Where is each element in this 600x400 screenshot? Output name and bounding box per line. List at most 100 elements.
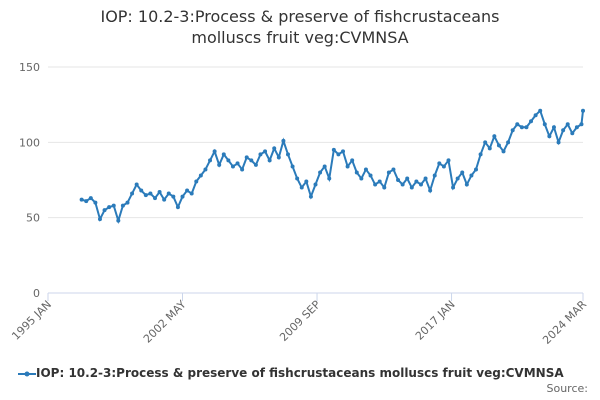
data-point [437, 161, 442, 166]
data-point [423, 176, 428, 181]
data-point [258, 152, 263, 157]
data-point [451, 185, 456, 190]
data-point [487, 146, 492, 151]
data-point [382, 185, 387, 190]
data-point [478, 152, 483, 157]
data-point [547, 134, 552, 139]
data-point [496, 143, 501, 148]
data-point [281, 138, 286, 143]
data-point [432, 173, 437, 178]
data-point [391, 167, 396, 172]
data-point [244, 155, 249, 160]
data-point [418, 182, 423, 187]
data-point [400, 182, 405, 187]
data-point [175, 205, 180, 210]
y-tick-label: 0 [33, 287, 40, 300]
data-point [185, 188, 190, 193]
data-point [341, 149, 346, 154]
data-point [285, 152, 290, 157]
data-point [331, 147, 336, 152]
data-point [414, 179, 419, 184]
data-point [153, 196, 157, 201]
data-point [524, 125, 529, 130]
data-point [474, 167, 478, 172]
data-point [290, 164, 295, 169]
data-point [88, 196, 93, 201]
data-point [97, 217, 102, 222]
data-point [79, 197, 84, 202]
data-point [203, 167, 208, 172]
data-point [102, 208, 107, 213]
data-point [107, 205, 112, 210]
data-point [336, 152, 341, 157]
source: Source: [546, 382, 589, 395]
data-point [143, 193, 148, 198]
data-point [221, 152, 226, 157]
data-point [208, 158, 213, 163]
x-tick-label: 2009 SEP [277, 298, 323, 344]
y-tick-label: 50 [26, 212, 40, 225]
data-point [561, 128, 566, 133]
x-tick-label: 1995 JAN [9, 298, 54, 343]
data-point [529, 119, 534, 124]
legend-label: IOP: 10.2-3:Process & preserve of fishcr… [36, 366, 564, 380]
data-point [84, 199, 89, 204]
data-point [359, 176, 364, 181]
data-point [538, 108, 543, 113]
data-point [441, 164, 446, 169]
x-tick-label: 2017 JAN [413, 298, 458, 343]
data-point [226, 158, 231, 163]
data-point [116, 218, 121, 223]
data-point [396, 178, 401, 182]
data-point [570, 131, 575, 136]
data-point [267, 158, 272, 163]
x-tick-label: 2002 MAY [141, 298, 189, 346]
data-point [166, 191, 171, 196]
data-point [130, 191, 135, 196]
data-point [322, 164, 327, 169]
legend: IOP: 10.2-3:Process & preserve of fishcr… [18, 366, 564, 380]
data-point [212, 149, 217, 154]
data-point [230, 164, 235, 169]
data-point [272, 146, 277, 151]
data-point [93, 200, 98, 205]
y-tick-label: 150 [19, 61, 40, 74]
data-point [134, 182, 139, 187]
x-tick-label: 2024 MAR [540, 298, 589, 347]
data-point [217, 162, 222, 167]
data-point [308, 194, 313, 199]
data-point [354, 170, 359, 175]
data-point [386, 170, 391, 175]
data-point [460, 170, 465, 175]
data-point [492, 134, 497, 139]
data-point [565, 122, 570, 127]
data-line [81, 108, 584, 225]
data-point [428, 188, 433, 193]
data-point [455, 176, 460, 181]
data-point [318, 170, 323, 175]
data-point [581, 108, 585, 113]
data-point [249, 158, 254, 163]
data-point [171, 194, 176, 199]
data-point [162, 197, 167, 202]
data-point [189, 191, 194, 196]
data-point [240, 167, 245, 172]
data-point [253, 162, 258, 167]
data-point [501, 149, 506, 154]
data-point [469, 173, 474, 178]
data-point [510, 128, 515, 133]
data-point [263, 149, 268, 154]
data-point [235, 161, 240, 166]
data-point [483, 140, 488, 145]
data-point [304, 179, 309, 184]
data-point [556, 140, 561, 145]
data-point [148, 191, 153, 196]
data-point [579, 122, 584, 127]
data-point [111, 203, 116, 208]
data-point [198, 173, 203, 178]
data-point [120, 203, 125, 208]
data-point [446, 158, 451, 163]
data-point [551, 125, 556, 130]
